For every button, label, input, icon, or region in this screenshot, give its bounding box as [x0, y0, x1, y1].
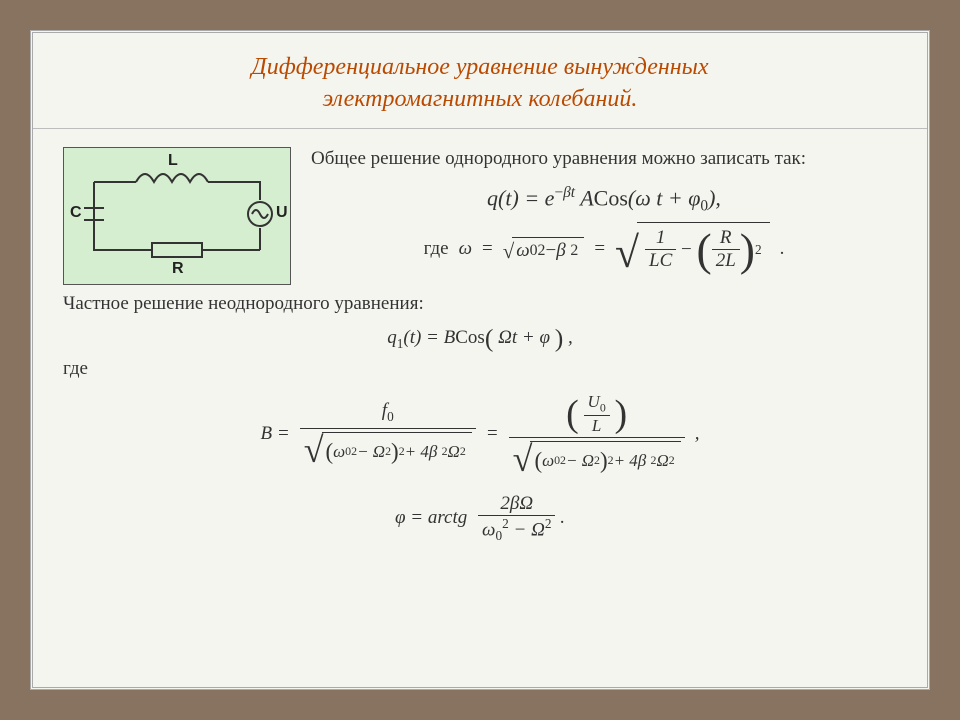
text-general-solution: Общее решение однородного уравнения можн… — [311, 145, 897, 173]
equation-phi: φ = arctg 2βΩ ω02 − Ω2 . — [63, 493, 897, 544]
title-line-1: Дифференциальное уравнение вынужденных — [251, 54, 708, 80]
text-where-2: где — [63, 358, 897, 380]
omega-frac1-den: LC — [645, 249, 676, 272]
title-line-2: электромагнитных колебаний. — [323, 86, 638, 112]
omega-frac2-den: 2L — [712, 249, 740, 272]
label-L: L — [168, 152, 178, 170]
circuit-diagram: L C U R — [63, 147, 289, 285]
label-C: C — [70, 204, 82, 222]
equation-omega: где ω = √ ω02 − β 2 = √ 1LC − ( — [311, 222, 897, 276]
omega-frac1-num: 1 — [645, 227, 676, 249]
omega-frac2-num: R — [712, 227, 740, 249]
equation-q: q(t) = e−βt ACos(ω t + φ0), — [311, 184, 897, 216]
content-area: L C U R Общее решение однородного уравне… — [33, 129, 927, 560]
text-particular-solution: Частное решение неоднородного уравнения: — [63, 293, 897, 315]
label-U: U — [276, 204, 288, 222]
label-R: R — [172, 260, 184, 278]
page-title: Дифференциальное уравнение вынужденных э… — [33, 33, 927, 129]
slide: Дифференциальное уравнение вынужденных э… — [30, 30, 930, 690]
equation-q1: q1(t) = BCos( Ωt + φ ) , — [63, 327, 897, 352]
text-where-1: где — [424, 238, 449, 260]
equation-B: B = f0 √ (ω02 − Ω2)2 + 4β 2Ω2 = ( U0L ) — [63, 392, 897, 477]
